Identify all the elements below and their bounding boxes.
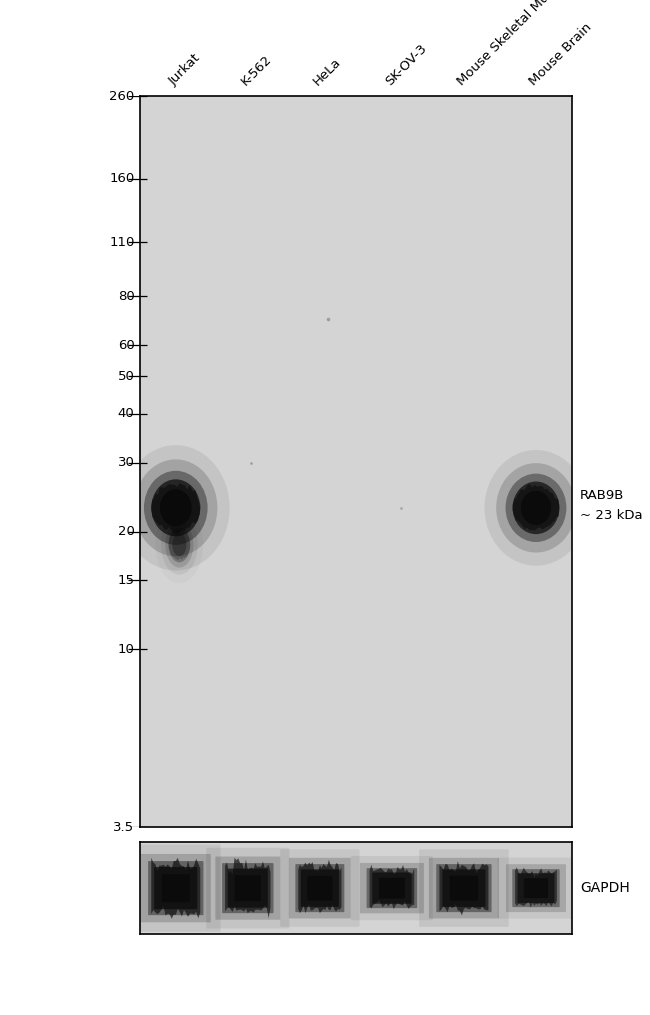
FancyBboxPatch shape <box>436 864 491 912</box>
Ellipse shape <box>521 490 551 525</box>
Text: Mouse Skeletal Muscle: Mouse Skeletal Muscle <box>455 0 571 88</box>
Text: SK-OV-3: SK-OV-3 <box>383 42 429 88</box>
Ellipse shape <box>168 527 190 562</box>
Text: Jurkat: Jurkat <box>166 52 203 88</box>
FancyBboxPatch shape <box>162 874 190 902</box>
Text: 160: 160 <box>109 173 135 186</box>
Text: Mouse Brain: Mouse Brain <box>526 21 594 88</box>
Text: K-562: K-562 <box>239 53 274 88</box>
Text: 110: 110 <box>109 235 135 249</box>
FancyBboxPatch shape <box>517 873 554 903</box>
FancyBboxPatch shape <box>443 870 486 906</box>
FancyBboxPatch shape <box>307 876 332 900</box>
FancyBboxPatch shape <box>450 876 478 900</box>
FancyBboxPatch shape <box>301 870 339 906</box>
FancyBboxPatch shape <box>227 869 268 907</box>
FancyBboxPatch shape <box>506 864 566 912</box>
Polygon shape <box>225 858 270 919</box>
Ellipse shape <box>144 471 207 545</box>
FancyBboxPatch shape <box>524 878 548 898</box>
FancyBboxPatch shape <box>222 863 274 914</box>
Ellipse shape <box>484 450 588 565</box>
FancyBboxPatch shape <box>372 873 411 903</box>
Text: 20: 20 <box>118 525 135 538</box>
Polygon shape <box>515 867 557 907</box>
Text: 260: 260 <box>109 90 135 103</box>
FancyBboxPatch shape <box>215 857 280 920</box>
FancyBboxPatch shape <box>379 878 405 898</box>
FancyBboxPatch shape <box>351 856 433 921</box>
Text: GAPDH: GAPDH <box>580 881 630 895</box>
Ellipse shape <box>513 481 560 534</box>
FancyBboxPatch shape <box>141 854 211 923</box>
Ellipse shape <box>122 446 229 570</box>
Polygon shape <box>168 528 190 560</box>
FancyBboxPatch shape <box>154 867 198 909</box>
FancyBboxPatch shape <box>131 844 220 932</box>
Text: 60: 60 <box>118 339 135 351</box>
FancyBboxPatch shape <box>148 861 203 916</box>
Text: 3.5: 3.5 <box>113 821 135 833</box>
FancyBboxPatch shape <box>235 875 261 901</box>
FancyBboxPatch shape <box>295 864 344 912</box>
Text: 30: 30 <box>118 457 135 469</box>
FancyBboxPatch shape <box>429 858 499 919</box>
FancyBboxPatch shape <box>360 863 424 914</box>
Text: RAB9B: RAB9B <box>580 489 624 502</box>
Text: 15: 15 <box>118 573 135 587</box>
FancyBboxPatch shape <box>498 858 575 919</box>
Polygon shape <box>439 861 488 916</box>
Ellipse shape <box>506 474 566 542</box>
FancyBboxPatch shape <box>512 869 560 907</box>
Text: 40: 40 <box>118 407 135 420</box>
Text: ~ 23 kDa: ~ 23 kDa <box>580 510 642 523</box>
Ellipse shape <box>134 460 217 556</box>
Ellipse shape <box>165 522 194 567</box>
Ellipse shape <box>160 489 192 527</box>
Text: 80: 80 <box>118 290 135 302</box>
Ellipse shape <box>161 515 198 574</box>
Polygon shape <box>151 858 200 919</box>
Ellipse shape <box>172 533 187 556</box>
FancyBboxPatch shape <box>419 850 509 927</box>
Ellipse shape <box>496 463 576 552</box>
Text: 10: 10 <box>118 642 135 656</box>
FancyBboxPatch shape <box>289 858 351 919</box>
FancyBboxPatch shape <box>280 850 359 927</box>
Text: HeLa: HeLa <box>311 56 344 88</box>
Polygon shape <box>298 860 341 914</box>
Polygon shape <box>370 865 414 909</box>
FancyBboxPatch shape <box>206 848 289 929</box>
Text: 50: 50 <box>118 369 135 383</box>
Polygon shape <box>513 484 560 531</box>
FancyBboxPatch shape <box>367 868 417 908</box>
Polygon shape <box>151 483 200 534</box>
Ellipse shape <box>151 479 200 536</box>
